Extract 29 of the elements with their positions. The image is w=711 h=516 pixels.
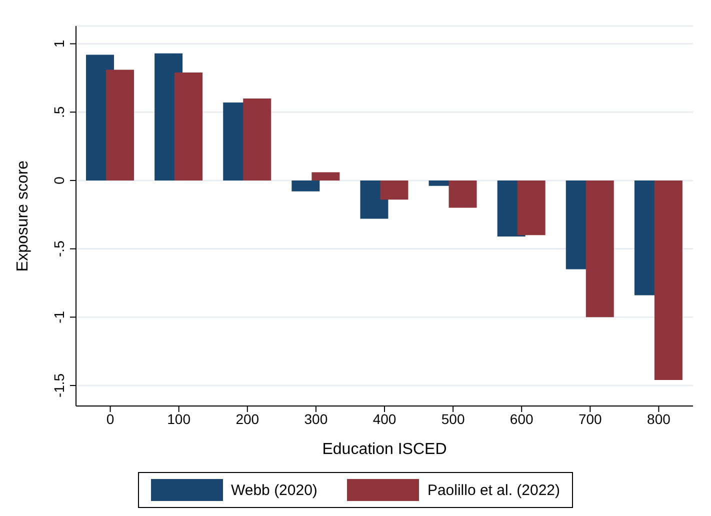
- y-tick-label: 1: [51, 40, 67, 48]
- bar: [380, 180, 408, 200]
- x-axis-title: Education ISCED: [322, 441, 447, 458]
- x-tick-label: 0: [106, 410, 114, 427]
- bar: [243, 98, 272, 180]
- bar: [292, 180, 320, 192]
- legend-label: Webb (2020): [230, 482, 318, 498]
- bar: [106, 70, 134, 180]
- x-tick-label: 300: [304, 410, 328, 427]
- x-tick-label: 400: [372, 410, 396, 427]
- x-tick-label: 700: [578, 410, 602, 427]
- legend-label: Paolillo et al. (2022): [427, 482, 560, 498]
- x-tick-label: 200: [236, 410, 260, 427]
- y-tick-label: 0: [51, 176, 67, 184]
- y-tick-label: -1: [51, 310, 67, 324]
- y-tick-label: .5: [51, 106, 67, 118]
- y-tick-label: -1.5: [51, 373, 67, 398]
- x-tick-label: 500: [441, 410, 465, 427]
- y-axis-title: Exposure score: [14, 160, 32, 272]
- bar: [174, 72, 203, 180]
- bar: [448, 180, 477, 208]
- y-tick-label: -.5: [51, 240, 67, 257]
- bar: [517, 180, 546, 236]
- x-tick-label: 600: [510, 410, 534, 427]
- x-tick-label: 100: [167, 410, 191, 427]
- bar: [586, 180, 614, 318]
- bar: [654, 180, 682, 380]
- bar: [312, 172, 340, 180]
- x-tick-label: 800: [647, 410, 671, 427]
